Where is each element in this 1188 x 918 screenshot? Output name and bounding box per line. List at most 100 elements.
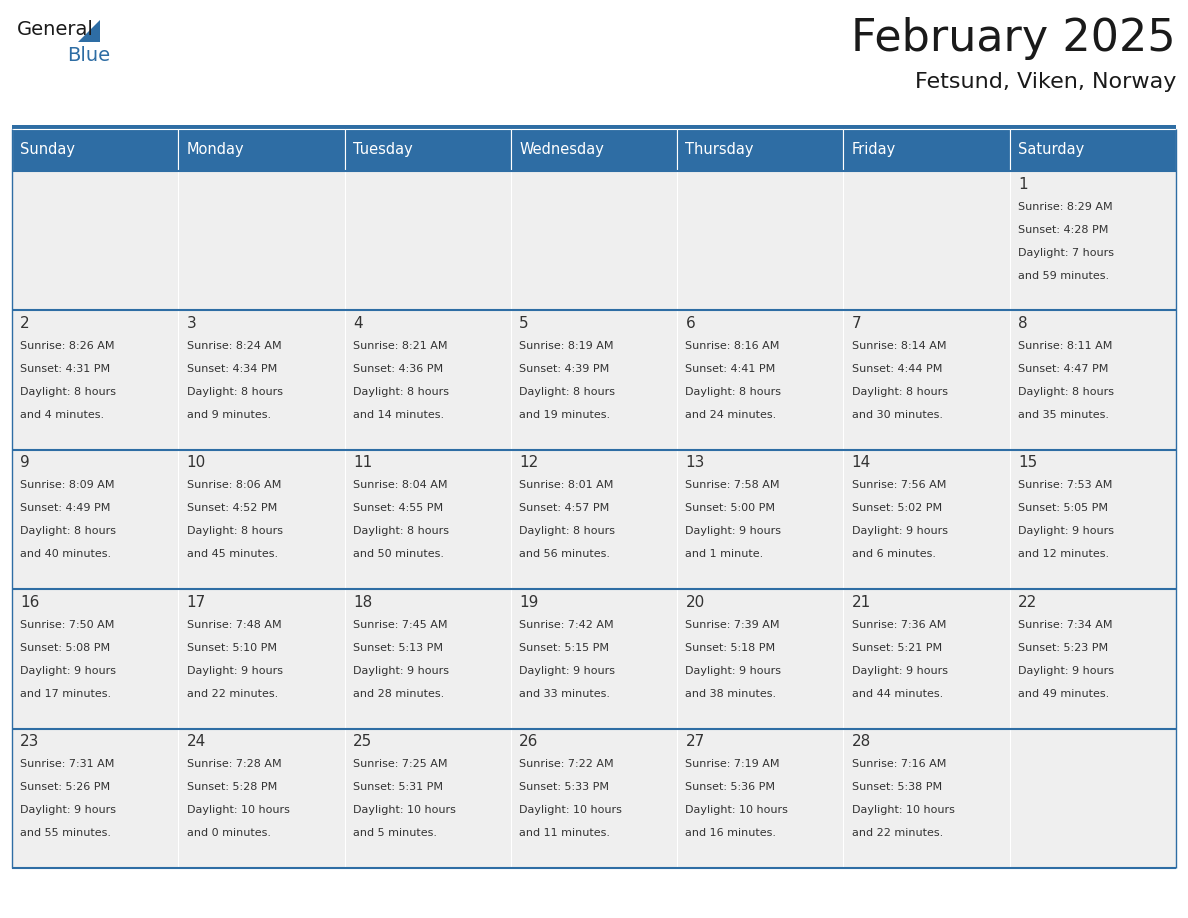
Bar [178,729,345,868]
Text: Fetsund, Viken, Norway: Fetsund, Viken, Norway [915,72,1176,92]
Text: Sunset: 5:13 PM: Sunset: 5:13 PM [353,643,443,653]
Text: Daylight: 9 hours: Daylight: 9 hours [20,805,116,815]
Bar [677,310,843,450]
Text: Monday: Monday [187,142,245,158]
Text: Daylight: 8 hours: Daylight: 8 hours [519,387,615,397]
Text: 26: 26 [519,734,538,749]
Text: and 55 minutes.: and 55 minutes. [20,828,112,838]
Text: Sunset: 4:55 PM: Sunset: 4:55 PM [353,503,443,513]
Bar [511,171,677,310]
Text: 24: 24 [187,734,206,749]
Text: 5: 5 [519,316,529,331]
Text: Sunset: 5:21 PM: Sunset: 5:21 PM [852,643,942,653]
Text: 21: 21 [852,595,871,610]
Text: Daylight: 9 hours: Daylight: 9 hours [1018,526,1114,536]
Text: Sunset: 5:26 PM: Sunset: 5:26 PM [20,782,110,792]
Text: Daylight: 8 hours: Daylight: 8 hours [20,387,116,397]
Text: and 35 minutes.: and 35 minutes. [1018,410,1110,420]
Bar [511,129,677,171]
Bar [178,450,345,589]
Text: Sunset: 5:10 PM: Sunset: 5:10 PM [187,643,277,653]
Text: and 17 minutes.: and 17 minutes. [20,688,112,699]
Text: Sunrise: 8:16 AM: Sunrise: 8:16 AM [685,341,779,351]
Text: Sunset: 4:34 PM: Sunset: 4:34 PM [187,364,277,374]
Text: Daylight: 10 hours: Daylight: 10 hours [519,805,623,815]
Text: Sunset: 4:57 PM: Sunset: 4:57 PM [519,503,609,513]
Bar [12,310,178,450]
Text: Sunrise: 7:28 AM: Sunrise: 7:28 AM [187,759,282,769]
Bar [345,129,511,171]
Text: 4: 4 [353,316,362,331]
Bar [1010,450,1176,589]
Bar [1010,729,1176,868]
Bar [345,729,511,868]
Text: Sunset: 4:49 PM: Sunset: 4:49 PM [20,503,110,513]
Text: Sunrise: 8:04 AM: Sunrise: 8:04 AM [353,480,448,490]
Bar [345,171,511,310]
Bar [677,589,843,729]
Text: Sunset: 4:28 PM: Sunset: 4:28 PM [1018,225,1108,235]
Text: and 38 minutes.: and 38 minutes. [685,688,777,699]
Text: Sunrise: 8:24 AM: Sunrise: 8:24 AM [187,341,282,351]
Text: 13: 13 [685,455,704,470]
Text: and 5 minutes.: and 5 minutes. [353,828,437,838]
Text: Sunrise: 7:39 AM: Sunrise: 7:39 AM [685,620,781,630]
Text: and 1 minute.: and 1 minute. [685,550,764,559]
Text: Sunset: 5:31 PM: Sunset: 5:31 PM [353,782,443,792]
Bar [12,589,178,729]
Bar [677,729,843,868]
Text: Sunrise: 7:36 AM: Sunrise: 7:36 AM [852,620,946,630]
Text: and 22 minutes.: and 22 minutes. [852,828,943,838]
Text: 9: 9 [20,455,30,470]
Text: Sunset: 4:36 PM: Sunset: 4:36 PM [353,364,443,374]
Text: Sunrise: 7:50 AM: Sunrise: 7:50 AM [20,620,115,630]
Text: and 4 minutes.: and 4 minutes. [20,410,105,420]
Text: Sunday: Sunday [20,142,75,158]
Bar [178,589,345,729]
Text: 1: 1 [1018,176,1028,192]
Text: and 45 minutes.: and 45 minutes. [187,550,278,559]
Text: and 50 minutes.: and 50 minutes. [353,550,444,559]
Bar [12,450,178,589]
Text: Sunrise: 7:56 AM: Sunrise: 7:56 AM [852,480,946,490]
Bar [843,310,1010,450]
Text: Sunrise: 8:09 AM: Sunrise: 8:09 AM [20,480,115,490]
Text: Sunset: 4:41 PM: Sunset: 4:41 PM [685,364,776,374]
Text: Daylight: 8 hours: Daylight: 8 hours [187,526,283,536]
Text: Sunset: 5:36 PM: Sunset: 5:36 PM [685,782,776,792]
Bar [1010,171,1176,310]
Text: Daylight: 8 hours: Daylight: 8 hours [852,387,948,397]
Text: 17: 17 [187,595,206,610]
Bar [677,450,843,589]
Bar [178,171,345,310]
Text: and 44 minutes.: and 44 minutes. [852,688,943,699]
Text: Wednesday: Wednesday [519,142,604,158]
Text: Sunset: 5:02 PM: Sunset: 5:02 PM [852,503,942,513]
Text: and 33 minutes.: and 33 minutes. [519,688,611,699]
Text: Sunrise: 8:01 AM: Sunrise: 8:01 AM [519,480,613,490]
Text: Sunset: 4:44 PM: Sunset: 4:44 PM [852,364,942,374]
Bar [843,171,1010,310]
Text: Daylight: 9 hours: Daylight: 9 hours [20,666,116,676]
Text: and 30 minutes.: and 30 minutes. [852,410,943,420]
Bar [843,129,1010,171]
Text: Daylight: 8 hours: Daylight: 8 hours [519,526,615,536]
Text: and 6 minutes.: and 6 minutes. [852,550,936,559]
Bar [12,125,1176,129]
Bar [843,589,1010,729]
Text: 25: 25 [353,734,372,749]
Text: Sunset: 5:08 PM: Sunset: 5:08 PM [20,643,110,653]
Text: Daylight: 9 hours: Daylight: 9 hours [187,666,283,676]
Text: Sunrise: 7:31 AM: Sunrise: 7:31 AM [20,759,115,769]
Text: Sunset: 5:33 PM: Sunset: 5:33 PM [519,782,609,792]
Text: and 56 minutes.: and 56 minutes. [519,550,611,559]
Bar [12,129,178,171]
Text: Sunset: 5:15 PM: Sunset: 5:15 PM [519,643,609,653]
Text: 16: 16 [20,595,39,610]
Text: and 0 minutes.: and 0 minutes. [187,828,271,838]
Bar [511,589,677,729]
Bar [511,310,677,450]
Bar [12,171,178,310]
Text: 8: 8 [1018,316,1028,331]
Text: Daylight: 10 hours: Daylight: 10 hours [353,805,456,815]
